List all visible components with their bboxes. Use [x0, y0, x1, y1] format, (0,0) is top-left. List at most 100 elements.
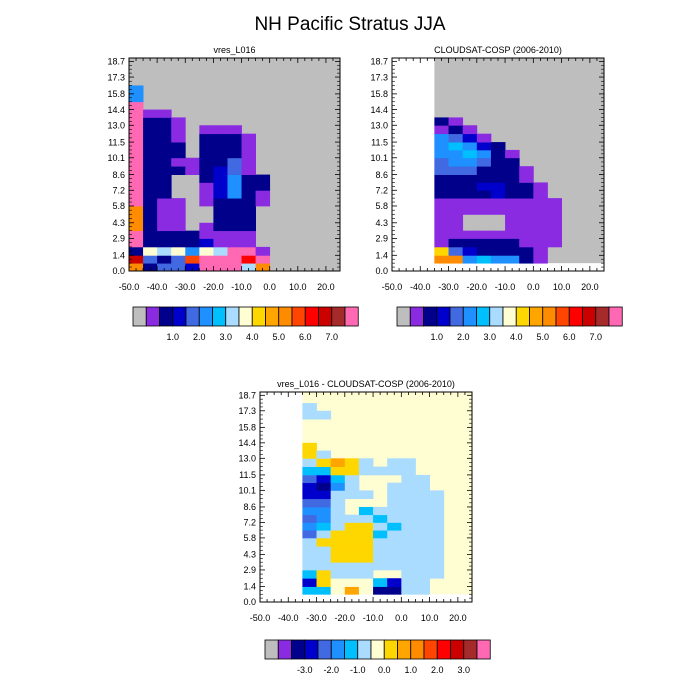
heatmap-cell [415, 474, 430, 484]
heatmap-cell [316, 569, 332, 579]
heatmap-cell [255, 190, 271, 199]
heatmap-cell [199, 190, 214, 199]
heatmap-cell [302, 450, 317, 459]
heatmap-cell [505, 157, 520, 167]
heatmap-cell [302, 522, 317, 531]
heatmap-cell [171, 263, 186, 271]
panel-1: -50.0 -40.0 -30.0 -20.0 -10.0 0.0 10.0 20.0 0.0 1… [107, 45, 359, 342]
heatmap-cell [255, 246, 271, 256]
heatmap-cell [434, 198, 449, 207]
heatmap-cell [157, 117, 172, 126]
colorbar-label: 5.0 [536, 332, 549, 342]
panels-group: -50.0 -40.0 -30.0 -20.0 -10.0 0.0 10.0 20.0 0.0 1… [107, 45, 623, 675]
y-tick-label: 1.4 [243, 582, 256, 592]
heatmap-cell [533, 255, 548, 264]
heatmap-cell [476, 246, 492, 256]
heatmap-cell [171, 166, 186, 175]
heatmap-cell [302, 530, 317, 539]
colorbar-label: 1.0 [404, 665, 417, 675]
colorbar-swatch [542, 306, 557, 327]
colorbar-swatch [409, 306, 424, 327]
heatmap-cell [185, 255, 200, 264]
heatmap-cell [302, 490, 317, 500]
heatmap-cell [373, 586, 388, 595]
heatmap-cell [490, 238, 506, 248]
heatmap-cell [344, 522, 360, 531]
heatmap-cell [434, 190, 449, 199]
x-tick-label: 10.0 [553, 282, 571, 292]
heatmap-cell [213, 174, 228, 183]
heatmap-cell [505, 182, 520, 191]
heatmap-cell [448, 125, 464, 135]
heatmap-cell [241, 133, 256, 143]
colorbar-label: -2.0 [323, 665, 339, 675]
heatmap-cell [358, 514, 374, 523]
heatmap-cell [330, 474, 346, 484]
heatmap-cell [490, 246, 506, 256]
y-tick-label: 10.1 [238, 486, 256, 496]
colorbar-swatch [396, 306, 411, 327]
heatmap-cell [519, 198, 534, 207]
heatmap-cell [129, 157, 144, 167]
colorbar-swatch [423, 639, 438, 660]
heatmap-cell [547, 205, 562, 215]
heatmap-cell [401, 554, 416, 563]
x-tick-label: -30.0 [438, 282, 459, 292]
heatmap-cell [434, 222, 449, 232]
heatmap-cell [185, 246, 200, 256]
heatmap-cell [387, 554, 402, 563]
colorbar-swatch [423, 306, 438, 327]
heatmap-cell [448, 149, 464, 159]
heatmap-cell [213, 142, 228, 151]
heatmap-cell [476, 157, 492, 167]
panel-title: CLOUDSAT-COSP (2006-2010) [434, 45, 562, 55]
colorbar-swatch [344, 306, 359, 327]
heatmap-cell [490, 255, 506, 264]
heatmap-cell [344, 490, 360, 500]
heatmap-cell [330, 498, 346, 508]
heatmap-cell [213, 214, 228, 224]
y-tick-label: 18.7 [107, 57, 125, 67]
heatmap-cell [185, 166, 200, 175]
heatmap-cell [505, 246, 520, 256]
heatmap-cell [171, 222, 186, 232]
heatmap-cell [227, 198, 242, 207]
heatmap-cell [434, 230, 449, 239]
heatmap-cell [213, 198, 228, 207]
heatmap-cell [302, 458, 317, 468]
heatmap-cell [505, 205, 520, 215]
heatmap-cell [129, 101, 144, 110]
heatmap-cell [185, 157, 200, 167]
x-tick-label: -50.0 [119, 282, 140, 292]
heatmap-cell [143, 109, 158, 118]
heatmap-cell [415, 482, 430, 491]
y-tick-label: 17.3 [107, 72, 125, 82]
heatmap-cell [157, 109, 172, 118]
heatmap-cell [302, 482, 317, 491]
heatmap-cell [227, 263, 242, 271]
heatmap-cell [143, 157, 158, 167]
heatmap-cell [401, 522, 416, 531]
y-tick-label: 17.3 [370, 72, 388, 82]
heatmap-cell [171, 230, 186, 239]
heatmap-cell [490, 205, 506, 215]
colorbar-label: 4.0 [246, 332, 259, 342]
heatmap-cell [302, 403, 317, 412]
heatmap-cell [547, 198, 562, 207]
heatmap-cell [462, 125, 478, 135]
heatmap-cell [547, 230, 562, 239]
heatmap-cell [462, 157, 478, 167]
heatmap-cell [415, 569, 430, 579]
heatmap-cell [429, 530, 445, 539]
heatmap-cell [490, 149, 506, 159]
heatmap-cell [358, 562, 374, 571]
heatmap-cell [129, 222, 144, 232]
heatmap-cell [448, 238, 464, 248]
x-tick-label: -40.0 [278, 613, 299, 623]
plot-area [392, 58, 604, 271]
heatmap-cell [316, 506, 332, 516]
heatmap-cell [213, 263, 228, 271]
heatmap-cell [143, 214, 158, 224]
heatmap-cell [387, 466, 402, 476]
heatmap-cell [358, 458, 374, 468]
